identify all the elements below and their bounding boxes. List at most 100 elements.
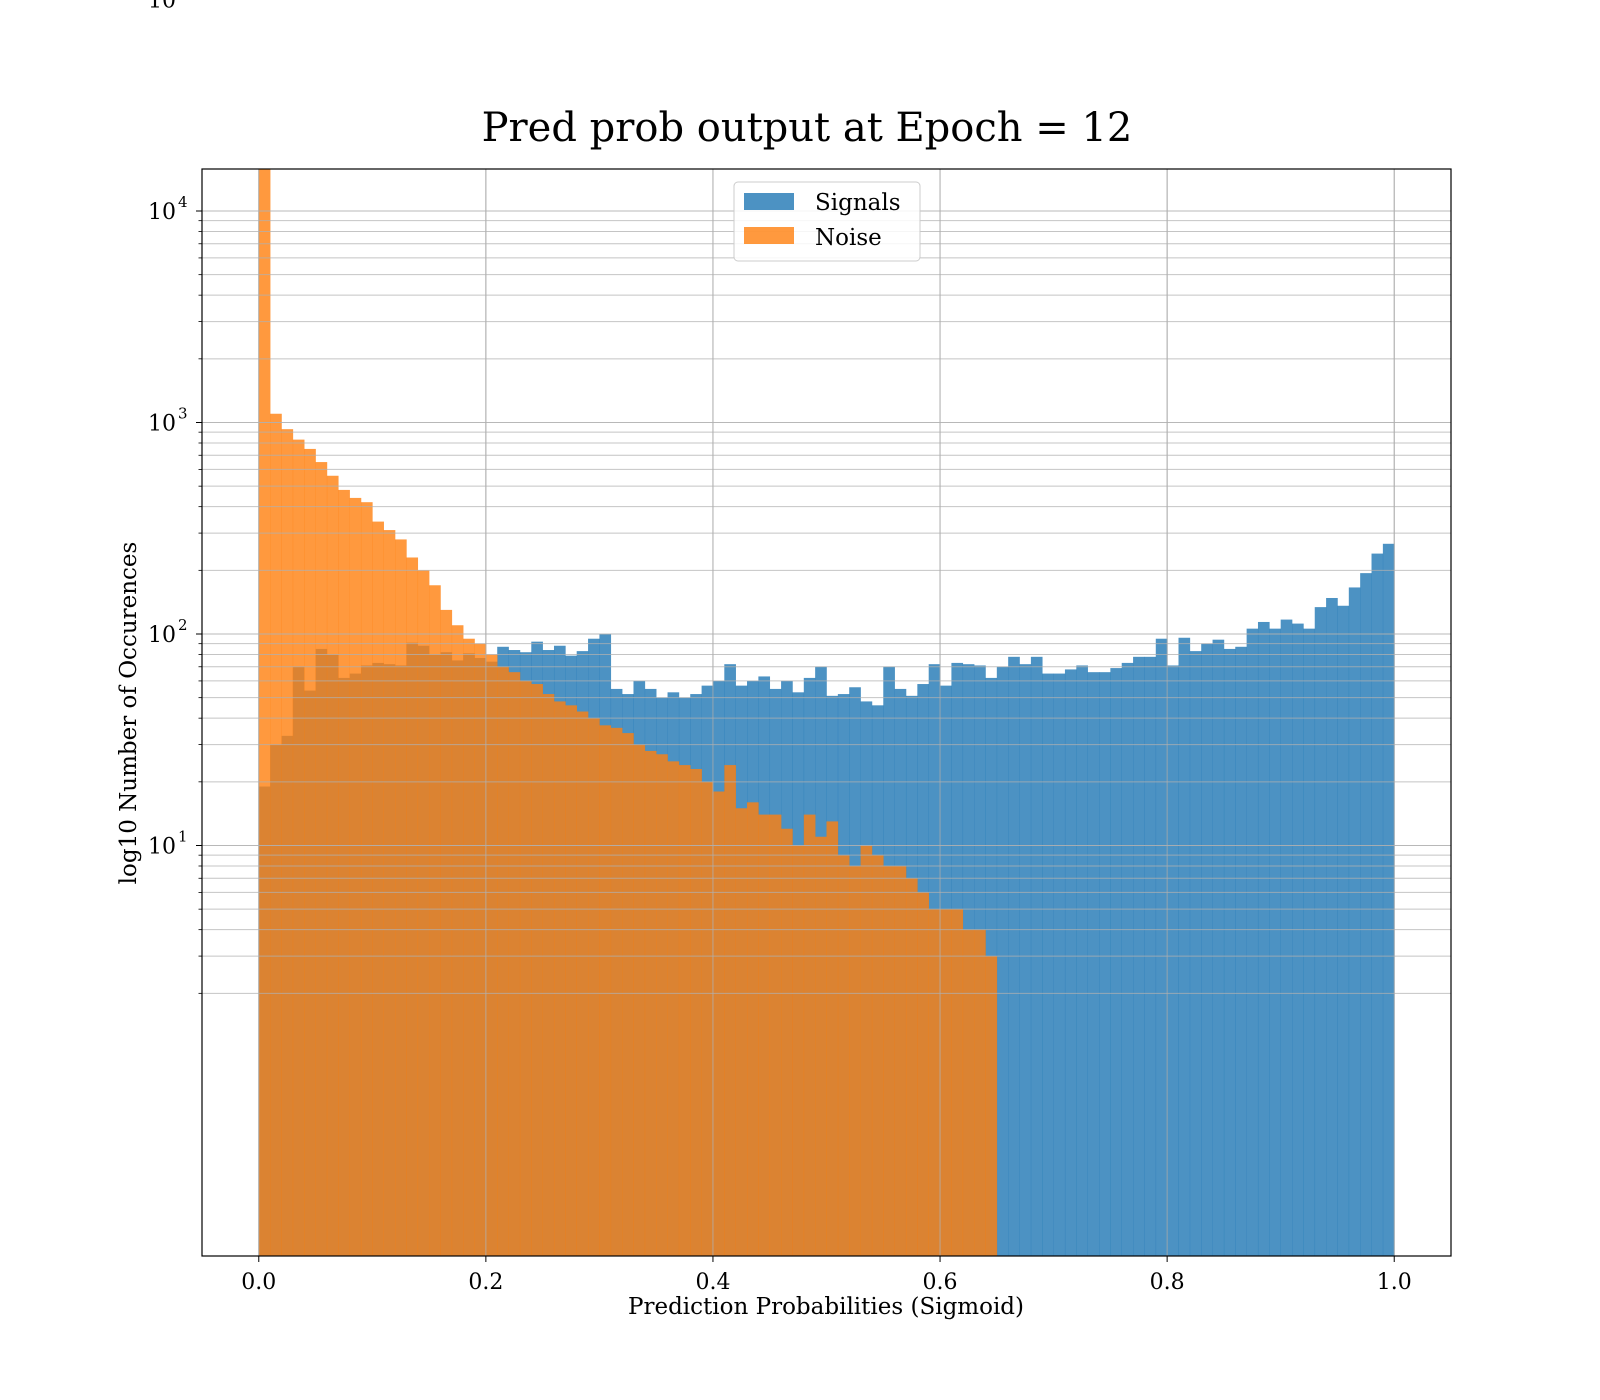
bar-noise bbox=[769, 814, 782, 1256]
bar-noise bbox=[826, 821, 839, 1256]
bar-noise bbox=[860, 845, 873, 1256]
bar-noise bbox=[508, 672, 521, 1256]
bar-signals bbox=[1076, 665, 1088, 1256]
bar-noise bbox=[633, 744, 646, 1256]
bar-noise bbox=[905, 878, 918, 1256]
bar-noise bbox=[690, 768, 702, 1256]
bar-noise bbox=[667, 761, 680, 1256]
x-tick-label: 0.4 bbox=[695, 1270, 730, 1295]
chart-title: Pred prob output at Epoch = 12 bbox=[482, 105, 1133, 151]
bar-noise bbox=[270, 413, 282, 1256]
legend-label-noise: Noise bbox=[815, 225, 882, 251]
bar-noise bbox=[951, 909, 964, 1256]
y-tick-exponent: 1 bbox=[178, 828, 188, 846]
x-tick-label: 1.0 bbox=[1377, 1270, 1412, 1295]
bar-noise bbox=[940, 909, 952, 1256]
x-tick-label: 0.0 bbox=[241, 1270, 276, 1295]
bar-signals bbox=[1099, 672, 1111, 1256]
y-tick-label: 10 bbox=[148, 200, 176, 225]
bar-noise bbox=[644, 750, 657, 1256]
x-axis-label: Prediction Probabilities (Sigmoid) bbox=[628, 1294, 1024, 1320]
bar-noise bbox=[678, 765, 691, 1256]
bar-signals bbox=[1235, 646, 1247, 1256]
bar-noise bbox=[871, 855, 884, 1256]
bar-signals bbox=[1280, 619, 1293, 1256]
bar-signals bbox=[1257, 621, 1270, 1256]
bar-noise bbox=[315, 462, 328, 1256]
y-axis-label: log10 Number of Occurences bbox=[116, 542, 142, 885]
bar-signals bbox=[1382, 543, 1395, 1256]
bar-signals bbox=[1314, 607, 1327, 1256]
bar-noise bbox=[894, 865, 907, 1256]
bar-signals bbox=[1246, 628, 1259, 1256]
bar-noise bbox=[304, 448, 316, 1256]
y-tick-label: 10 bbox=[148, 835, 176, 860]
bar-signals bbox=[1292, 623, 1304, 1256]
bar-noise bbox=[735, 808, 748, 1256]
bar-noise bbox=[576, 711, 589, 1256]
bar-signals bbox=[1155, 638, 1168, 1256]
plot-frame bbox=[201, 168, 1452, 1257]
legend-swatch-signals bbox=[744, 193, 794, 210]
y-tick-exponent: 3 bbox=[178, 405, 188, 423]
bar-noise bbox=[497, 666, 509, 1256]
bar-signals bbox=[1064, 669, 1077, 1256]
bar-noise bbox=[565, 705, 577, 1256]
bar-noise bbox=[928, 909, 941, 1256]
bar-noise bbox=[792, 845, 805, 1256]
bar-signals bbox=[1201, 643, 1213, 1256]
bar-signals bbox=[1121, 662, 1134, 1256]
bar-signals bbox=[1167, 665, 1179, 1256]
bar-noise bbox=[883, 865, 895, 1256]
bar-signals bbox=[1178, 637, 1191, 1256]
bar-noise bbox=[849, 865, 861, 1256]
bar-signals bbox=[1189, 651, 1202, 1256]
x-tick-label: 0.6 bbox=[923, 1270, 958, 1295]
bar-noise bbox=[656, 754, 668, 1256]
bar-noise bbox=[406, 557, 419, 1256]
bar-noise bbox=[985, 956, 998, 1256]
y-tick-exponent: 2 bbox=[178, 616, 188, 634]
bar-noise bbox=[803, 814, 816, 1256]
bar-noise bbox=[815, 836, 827, 1256]
bar-noise bbox=[258, 169, 271, 1256]
bar-signals bbox=[996, 666, 1009, 1256]
bar-noise bbox=[553, 701, 566, 1256]
bar-noise bbox=[485, 654, 498, 1256]
bar-noise bbox=[395, 539, 407, 1256]
bar-noise bbox=[372, 521, 384, 1256]
bar-noise bbox=[622, 733, 634, 1256]
bar-noise bbox=[712, 791, 725, 1256]
bar-noise bbox=[531, 684, 543, 1256]
bar-noise bbox=[701, 781, 714, 1256]
bar-signals bbox=[1326, 597, 1338, 1256]
y-tick-label: 10 bbox=[148, 0, 176, 14]
bar-signals bbox=[1269, 628, 1281, 1256]
bar-signals bbox=[1053, 673, 1066, 1256]
x-tick-label: 0.2 bbox=[468, 1270, 503, 1295]
bar-signals bbox=[1337, 605, 1350, 1256]
bar-noise bbox=[747, 802, 759, 1256]
bar-noise bbox=[588, 718, 600, 1256]
x-axis-ticks: 0.0 0.2 0.4 0.6 0.8 1.0 bbox=[241, 1256, 1412, 1295]
bar-noise bbox=[474, 643, 487, 1256]
bar-noise bbox=[417, 570, 430, 1256]
bar-noise bbox=[349, 497, 362, 1256]
bar-noise bbox=[281, 429, 294, 1256]
bar-noise bbox=[610, 727, 623, 1256]
legend: Signals Noise bbox=[733, 181, 921, 262]
y-tick-label: 10 bbox=[148, 412, 176, 437]
bar-noise bbox=[542, 694, 555, 1256]
bar-noise bbox=[451, 625, 464, 1256]
legend-label-signals: Signals bbox=[815, 190, 901, 216]
bar-signals bbox=[1019, 664, 1032, 1256]
y-axis-ticks: 101102103104105 bbox=[148, 0, 202, 994]
bar-noise bbox=[599, 725, 612, 1256]
bar-noise bbox=[962, 929, 975, 1256]
x-tick-label: 0.8 bbox=[1150, 1270, 1185, 1295]
bar-noise bbox=[338, 489, 350, 1256]
bar-signals bbox=[1348, 587, 1361, 1256]
bar-signals bbox=[1360, 573, 1372, 1256]
bar-signals bbox=[1212, 639, 1225, 1256]
